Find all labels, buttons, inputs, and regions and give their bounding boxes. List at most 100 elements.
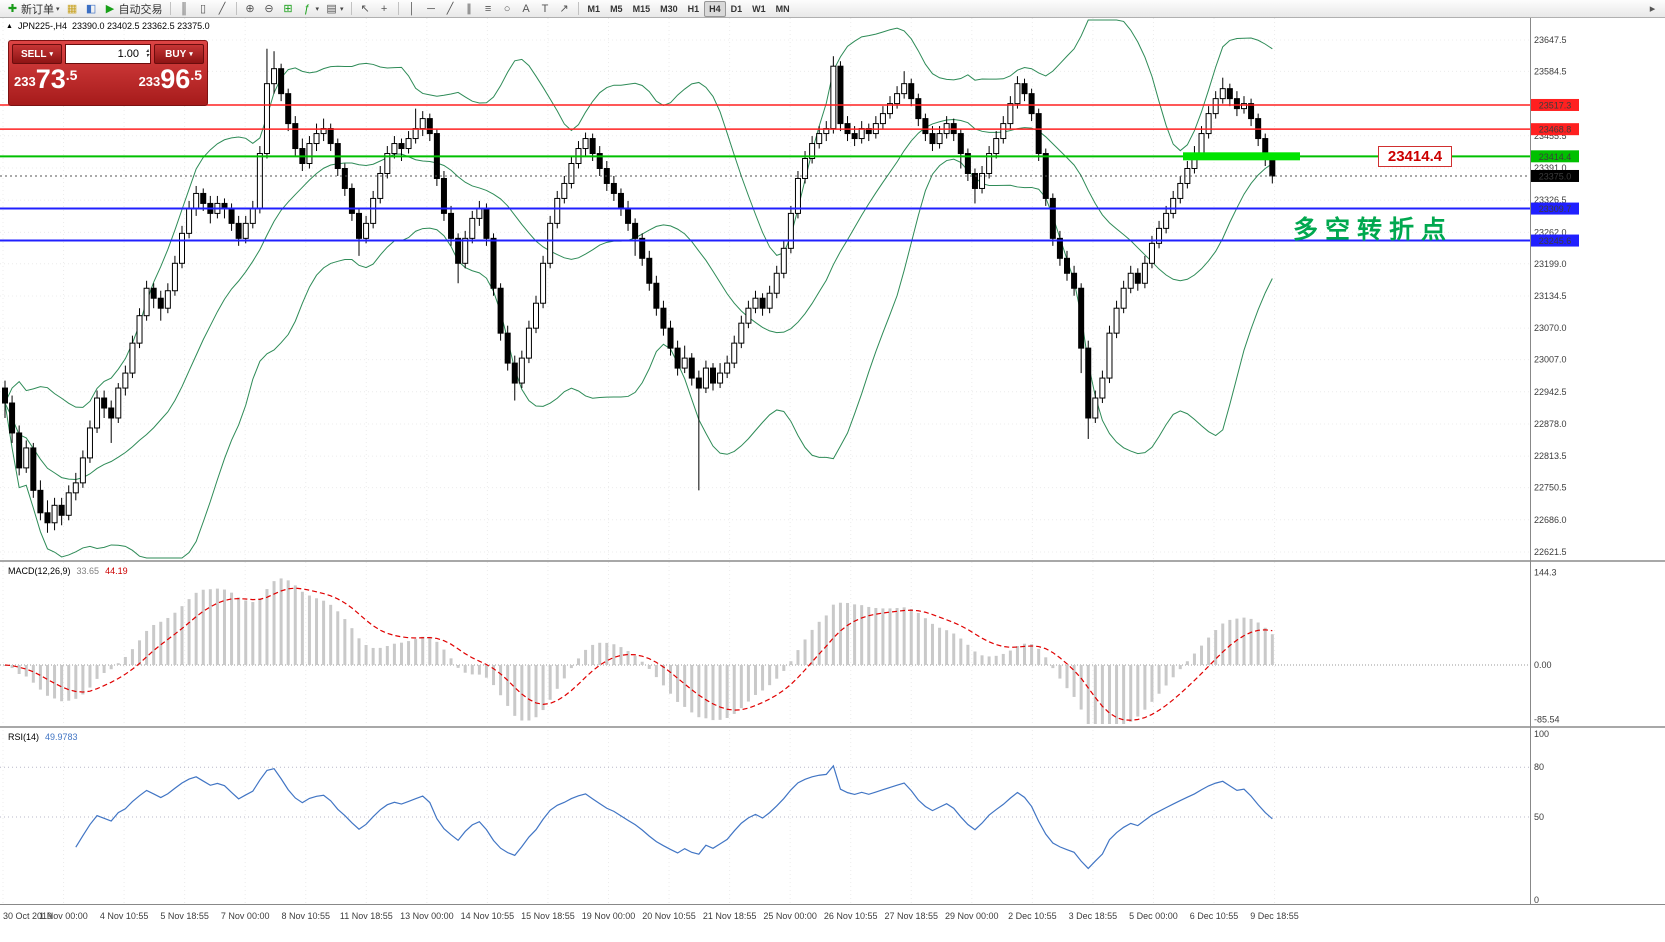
indicators-button[interactable]: ƒ ▾ — [298, 1, 323, 17]
trendline-icon: ╱ — [446, 2, 454, 15]
svg-text:23070.0: 23070.0 — [1534, 323, 1567, 333]
svg-text:100: 100 — [1534, 729, 1549, 739]
svg-text:23468.8: 23468.8 — [1539, 125, 1572, 135]
buy-price-suffix: .5 — [190, 67, 202, 83]
arrow-icon: ↗ — [559, 2, 569, 15]
price-callout-box[interactable]: 23414.4 — [1378, 146, 1452, 167]
svg-text:23134.5: 23134.5 — [1534, 291, 1567, 301]
fibonacci-button[interactable]: ≡ — [479, 1, 498, 17]
charts-window-button[interactable]: ▦ — [63, 1, 82, 17]
svg-text:23007.0: 23007.0 — [1534, 355, 1567, 365]
line-chart-button[interactable]: ╱ — [213, 1, 232, 17]
toolbar-options-button[interactable]: ▸ — [1643, 1, 1662, 17]
macd-signal-value: 44.19 — [105, 566, 128, 576]
channel-button[interactable]: ∥ — [460, 1, 479, 17]
timeframe-d1-button[interactable]: D1 — [730, 3, 743, 14]
svg-text:11 Nov 18:55: 11 Nov 18:55 — [340, 911, 393, 921]
toolbar-separator — [397, 2, 399, 15]
svg-text:27 Nov 18:55: 27 Nov 18:55 — [884, 911, 938, 921]
text-button[interactable]: A — [517, 1, 536, 17]
price-chart-canvas[interactable]: 23647.5 23584.5 23455.5 23391.0 23326.5 23262… — [0, 18, 1665, 942]
horizontal-line-icon: ─ — [427, 2, 435, 15]
volume-spinner[interactable]: ▴ ▾ — [146, 46, 149, 62]
svg-text:23414.4: 23414.4 — [1539, 152, 1572, 162]
templates-button[interactable]: ▤ ▾ — [322, 1, 347, 17]
rsi-line — [75, 764, 1273, 870]
bollinger-upper-line — [4, 19, 1273, 408]
svg-text:50: 50 — [1534, 812, 1544, 822]
svg-text:1 Nov 00:00: 1 Nov 00:00 — [39, 911, 88, 921]
timeframe-m1-button[interactable]: M1 — [587, 3, 601, 14]
timeframe-w1-button[interactable]: W1 — [752, 3, 766, 14]
crosshair-icon: + — [380, 2, 388, 15]
bollinger-middle-line — [4, 118, 1273, 480]
chevron-right-icon: ▸ — [1649, 2, 1656, 15]
timeframe-h1-button[interactable]: H1 — [687, 3, 700, 14]
ellipse-icon: ○ — [503, 2, 511, 15]
indicators-icon: ƒ — [303, 2, 311, 15]
volume-input[interactable]: 1.00 ▴ ▾ — [65, 44, 151, 64]
sell-button[interactable]: SELL ▾ — [12, 44, 62, 64]
price-axis[interactable]: 23647.5 23584.5 23455.5 23391.0 23326.5 23262… — [1531, 35, 1579, 905]
chevron-down-icon: ▾ — [340, 5, 344, 13]
price-level-label — [1531, 202, 1579, 215]
svg-text:-85.54: -85.54 — [1534, 715, 1560, 725]
market-watch-button[interactable]: ◧ — [82, 1, 101, 17]
svg-text:5 Dec 00:00: 5 Dec 00:00 — [1129, 911, 1178, 921]
timeframe-m5-button[interactable]: M5 — [610, 3, 623, 14]
rsi-value: 49.9783 — [45, 732, 78, 742]
spinner-up-icon[interactable]: ▴ — [145, 48, 149, 54]
buy-button[interactable]: BUY ▾ — [154, 44, 204, 64]
shapes-button[interactable]: ○ — [498, 1, 517, 17]
zoom-out-button[interactable]: ⊖ — [260, 1, 279, 17]
horizontal-line-button[interactable]: ─ — [422, 1, 441, 17]
sell-price-big-digits: 73 — [35, 64, 66, 94]
sell-price: 233 73.5 — [14, 64, 77, 94]
new-order-button[interactable]: ✚ 新订单 ▾ — [3, 1, 63, 17]
fibonacci-icon: ≡ — [484, 2, 492, 15]
buy-price-prefix: 233 — [138, 74, 161, 89]
svg-text:2 Dec 10:55: 2 Dec 10:55 — [1008, 911, 1057, 921]
svg-text:23309.7: 23309.7 — [1539, 204, 1572, 214]
tile-windows-icon: ⊞ — [283, 2, 293, 15]
highlight-segment[interactable] — [1183, 152, 1300, 161]
pane-separator[interactable] — [0, 560, 1665, 562]
price-level-lines[interactable] — [0, 104, 1530, 242]
svg-text:4 Nov 10:55: 4 Nov 10:55 — [100, 911, 149, 921]
zoom-in-button[interactable]: ⊕ — [241, 1, 260, 17]
chart-area: 23647.5 23584.5 23455.5 23391.0 23326.5 23262… — [0, 18, 1665, 942]
cursor-button[interactable]: ↖ — [356, 1, 375, 17]
buy-button-label: BUY — [165, 48, 187, 60]
svg-text:20 Nov 10:55: 20 Nov 10:55 — [642, 911, 696, 921]
svg-text:26 Nov 10:55: 26 Nov 10:55 — [824, 911, 878, 921]
timeframe-m30-button[interactable]: M30 — [660, 3, 678, 14]
text-label-button[interactable]: T — [536, 1, 555, 17]
new-order-icon: ✚ — [7, 2, 18, 15]
tile-windows-button[interactable]: ⊞ — [279, 1, 298, 17]
pane-separator[interactable] — [0, 726, 1665, 728]
zoom-out-icon: ⊖ — [264, 2, 274, 15]
timeframe-m15-button[interactable]: M15 — [632, 3, 651, 14]
spinner-down-icon[interactable]: ▾ — [145, 53, 149, 59]
svg-text:23517.3: 23517.3 — [1539, 100, 1572, 110]
crosshair-button[interactable]: + — [375, 1, 394, 17]
autotrading-button[interactable]: ▶ 自动交易 — [101, 1, 166, 17]
price-level-label — [1531, 169, 1579, 182]
bar-chart-button[interactable]: ║ — [175, 1, 194, 17]
templates-icon: ▤ — [326, 2, 337, 15]
autotrading-play-icon: ▶ — [105, 2, 115, 15]
buy-price-big-digits: 96 — [160, 64, 191, 94]
buy-price: 233 96.5 — [139, 64, 202, 94]
vertical-line-button[interactable]: │ — [403, 1, 422, 17]
macd-indicator-label: MACD(12,26,9) 33.65 44.19 — [8, 566, 128, 576]
zoom-in-icon: ⊕ — [245, 2, 255, 15]
trendline-button[interactable]: ╱ — [441, 1, 460, 17]
svg-text:23375.0: 23375.0 — [1539, 171, 1572, 181]
macd-main-value: 33.65 — [76, 566, 100, 576]
arrow-tools-button[interactable]: ↗ — [555, 1, 574, 17]
price-level-label — [1531, 234, 1579, 247]
timeframe-mn-button[interactable]: MN — [775, 3, 790, 14]
timeframe-h4-button[interactable]: H4 — [704, 0, 726, 17]
candlestick-chart-button[interactable]: ▯ — [194, 1, 213, 17]
